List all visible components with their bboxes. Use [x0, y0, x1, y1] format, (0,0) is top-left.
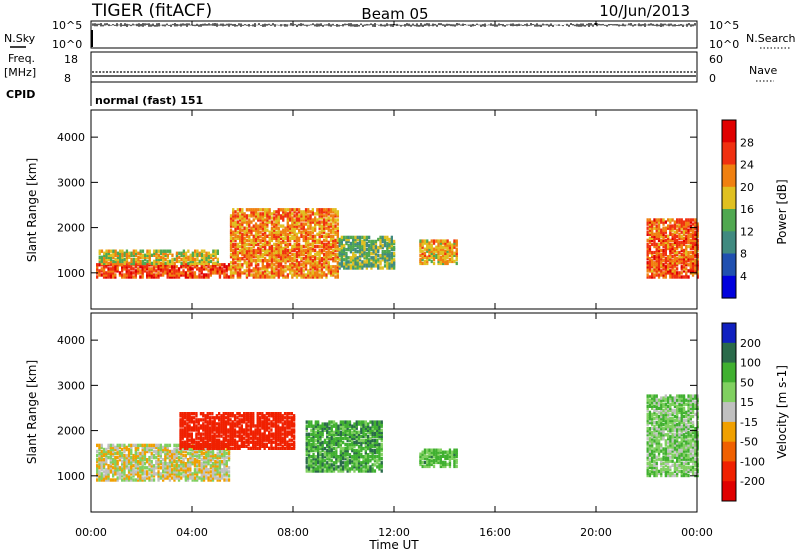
nave-tick-top: 60: [709, 53, 723, 66]
power-cbar-swatch-6: [722, 253, 736, 277]
power-feature-4: [419, 239, 458, 266]
power-cbar-swatch-4: [722, 209, 736, 232]
velocity-cbar-swatch-2: [722, 362, 736, 383]
velocity-cbar-swatch-0: [722, 323, 736, 344]
sky-right-tick-bottom: 10^0: [709, 38, 739, 51]
freq-tick-top: 18: [64, 53, 78, 66]
power-cbar-swatch-0: [722, 120, 736, 143]
velocity-cbar-tick-0: 200: [740, 337, 761, 350]
radar-title: TIGER (fitACF): [91, 1, 212, 21]
sky-right-label: N.Search: [746, 32, 796, 45]
time-tick-label-5: 20:00: [580, 526, 612, 539]
time-tick-label-1: 04:00: [176, 526, 208, 539]
power-feature-2: [229, 208, 339, 279]
sky-panel: [90, 20, 698, 49]
velocity-cbar-tick-2: 50: [740, 376, 754, 389]
velocity-data: [96, 394, 699, 482]
power-feature-3: [338, 235, 396, 270]
power-colorbar: 4 8 12 16 20 24 28: [721, 119, 754, 299]
velocity-cbar-tick-6: -100: [740, 455, 765, 468]
power-feature-0: [96, 263, 231, 279]
power-feature-1: [98, 249, 219, 266]
power-cbar-label: Power [dB]: [775, 179, 789, 244]
velocity-feature-1: [179, 412, 296, 450]
sky-left-tick-top: 10^5: [52, 19, 82, 32]
nave-label: Nave: [749, 64, 777, 77]
velocity-ytick-label-0: 1000: [57, 470, 85, 483]
velocity-cbar-label: Velocity [m s-1]: [775, 365, 789, 459]
power-cbar-tick-4: 20: [740, 181, 754, 194]
power-cbar-tick-5: 24: [740, 159, 754, 172]
time-axis: 00:00 04:00 08:00 12:00 16:00 20:00 00:00: [75, 21, 713, 539]
power-cbar-tick-0: 4: [740, 270, 747, 283]
power-cbar-tick-2: 12: [740, 225, 754, 238]
power-cbar-swatch-5: [722, 231, 736, 255]
velocity-colorbar: 200 100 50 15 -15 -50 -100 -200: [721, 322, 765, 502]
power-cbar-tick-6: 28: [740, 136, 754, 149]
sky-trace: [91, 23, 696, 47]
velocity-yaxis: 1000 2000 3000 4000: [57, 334, 697, 483]
time-axis-label: Time UT: [368, 538, 419, 552]
power-cbar-swatch-3: [722, 186, 736, 210]
power-cbar-swatch-1: [722, 142, 736, 166]
velocity-feature-0: [96, 443, 231, 482]
time-tick-label-4: 16:00: [479, 526, 511, 539]
velocity-feature-3: [419, 448, 458, 469]
velocity-cbar-swatch-3: [722, 382, 736, 403]
freq-panel: [90, 51, 698, 83]
power-yaxis: 1000 2000 3000 4000: [57, 131, 697, 280]
velocity-ytick-label-1: 2000: [57, 425, 85, 438]
time-tick-label-2: 08:00: [277, 526, 309, 539]
velocity-cbar-swatch-6: [722, 441, 736, 462]
velocity-feature-2: [305, 420, 383, 473]
velocity-cbar-tick-3: 15: [740, 396, 754, 409]
power-data: [96, 208, 699, 279]
power-ytick-label-1: 2000: [57, 222, 85, 235]
power-ytick-label-0: 1000: [57, 267, 85, 280]
sky-right-tick-top: 10^5: [709, 19, 739, 32]
freq-label-1: Freq.: [8, 52, 35, 65]
velocity-cbar-swatch-8: [722, 481, 736, 502]
cpid-value: normal (fast) 151: [95, 94, 203, 107]
velocity-cbar-swatch-1: [722, 342, 736, 364]
power-cbar-swatch-7: [722, 275, 736, 299]
velocity-cbar-swatch-4: [722, 402, 736, 423]
cpid-label: CPID: [6, 88, 35, 101]
time-tick-label-3: 12:00: [378, 526, 410, 539]
time-tick-label-0: 00:00: [75, 526, 107, 539]
velocity-cbar-tick-7: -200: [740, 475, 765, 488]
velocity-cbar-swatch-5: [722, 421, 736, 443]
freq-label-2: [MHz]: [4, 66, 36, 79]
beam-title: Beam 05: [361, 5, 428, 23]
velocity-cbar-tick-5: -50: [740, 436, 758, 449]
sky-left-tick-bottom: 10^0: [52, 38, 82, 51]
velocity-ytick-label-3: 4000: [57, 334, 85, 347]
velocity-cbar-tick-4: -15: [740, 416, 758, 429]
freq-tick-bottom: 8: [64, 72, 71, 85]
velocity-ytick-label-2: 3000: [57, 379, 85, 392]
velocity-ylabel: Slant Range [km]: [25, 360, 39, 464]
velocity-cbar-tick-1: 100: [740, 357, 761, 370]
time-tick-label-6: 00:00: [681, 526, 713, 539]
velocity-cbar-swatch-7: [722, 461, 736, 482]
power-panel: [90, 109, 698, 310]
power-cbar-tick-1: 8: [740, 248, 747, 261]
date-title: 10/Jun/2013: [599, 2, 690, 20]
power-feature-5: [646, 218, 699, 279]
power-ytick-label-3: 4000: [57, 131, 85, 144]
sky-left-label: N.Sky: [4, 32, 36, 45]
velocity-feature-4: [646, 394, 699, 478]
power-ytick-label-2: 3000: [57, 176, 85, 189]
power-cbar-tick-3: 16: [740, 203, 754, 216]
nave-tick-bottom: 0: [709, 72, 716, 85]
power-cbar-swatch-2: [722, 164, 736, 188]
power-ylabel: Slant Range [km]: [25, 158, 39, 262]
